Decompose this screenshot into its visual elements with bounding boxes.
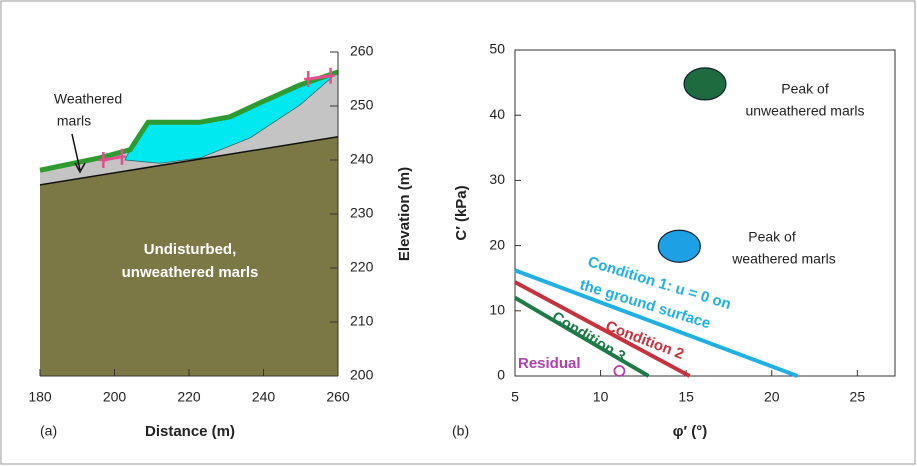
annotation: Weathered (54, 91, 122, 107)
ellipse-label: weathered marls (731, 251, 836, 267)
condition-line (514, 280, 691, 378)
x-tick-label: 5 (511, 389, 519, 405)
y-tick-label: 0 (497, 367, 505, 383)
y-tick-label: 250 (350, 97, 374, 113)
y-tick-label: 30 (489, 171, 505, 187)
marker (117, 148, 126, 165)
y-tick-label: 260 (350, 43, 374, 59)
annotation: Undisturbed, (144, 241, 237, 258)
y-tick-label: 220 (350, 259, 374, 275)
plot-frame (514, 49, 896, 377)
condition-line (513, 296, 650, 378)
bedrock-line (39, 136, 339, 186)
x-axis-label: Distance (m) (145, 423, 235, 440)
x-tick-label: 180 (28, 389, 52, 405)
strength-ellipse (683, 67, 727, 101)
strength-ellipse (657, 229, 701, 263)
panel-label: (a) (40, 423, 57, 439)
y-axis-label: C′ (kPa) (453, 185, 470, 240)
y-axis-label: Elevation (m) (396, 167, 413, 261)
x-tick-label: 10 (593, 389, 609, 405)
x-tick-label: 25 (850, 389, 866, 405)
y-tick-label: 210 (350, 313, 374, 329)
marker (99, 152, 108, 168)
ellipse-label: Peak of (781, 81, 829, 97)
y-tick-label: 240 (350, 151, 374, 167)
ground-surface (39, 69, 339, 173)
y-tick-label: 50 (489, 41, 505, 57)
x-tick-label: 15 (678, 389, 694, 405)
residual-point (613, 365, 626, 377)
x-tick-label: 240 (252, 389, 276, 405)
x-tick-label: 200 (103, 389, 127, 405)
condition-line (514, 268, 799, 378)
y-tick-label: 10 (489, 302, 505, 318)
unweathered-marls (40, 136, 338, 376)
ellipse-label: Peak of (748, 229, 796, 245)
annotation: unweathered marls (122, 264, 259, 281)
panel-label: (b) (452, 423, 469, 439)
annotation: marls (57, 113, 91, 129)
y-tick-label: 20 (489, 236, 505, 252)
x-tick-label: 220 (177, 389, 201, 405)
x-axis-label: φ′ (°) (673, 423, 707, 440)
residual-label: Residual (518, 355, 581, 372)
marker (326, 67, 335, 84)
x-tick-label: 20 (764, 389, 780, 405)
arrow (71, 133, 86, 174)
y-tick-label: 40 (489, 106, 505, 122)
marker (304, 71, 313, 87)
y-tick-label: 200 (350, 367, 374, 383)
x-tick-label: 260 (326, 389, 350, 405)
y-tick-label: 230 (350, 205, 374, 221)
ellipse-label: unweathered marls (745, 103, 864, 119)
